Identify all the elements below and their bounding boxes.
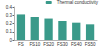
svg-text:FS30: FS30 — [57, 42, 68, 47]
svg-text:0.3: 0.3 — [6, 13, 13, 18]
svg-text:0: 0 — [9, 38, 12, 43]
svg-text:FS10: FS10 — [29, 42, 40, 47]
svg-text:0.4: 0.4 — [6, 5, 13, 10]
svg-text:FS40: FS40 — [71, 42, 82, 47]
svg-text:Thermal conductivity: Thermal conductivity — [57, 0, 99, 5]
svg-text:FS20: FS20 — [43, 42, 54, 47]
svg-text:FS: FS — [18, 42, 24, 47]
svg-text:FS50: FS50 — [85, 42, 96, 47]
svg-text:0.1: 0.1 — [6, 29, 13, 34]
svg-text:0.2: 0.2 — [6, 21, 13, 26]
